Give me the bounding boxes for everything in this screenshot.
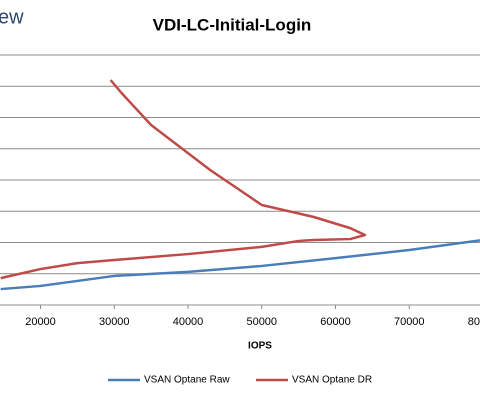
series-line (0, 239, 480, 291)
x-tick-label: 70000 (394, 316, 425, 328)
x-tick-label: 30000 (99, 316, 130, 328)
legend-label: VSAN Optane DR (292, 375, 372, 386)
series-line (0, 79, 367, 280)
x-tick-label: 40000 (173, 316, 204, 328)
x-tick-label: 50000 (246, 316, 277, 328)
x-tick-label: 80000 (468, 316, 480, 328)
x-tick-label: 60000 (320, 316, 351, 328)
chart-title: VDI-LC-Initial-Login (153, 15, 312, 34)
legend-label: VSAN Optane Raw (144, 375, 230, 386)
logo-text: ew (0, 6, 24, 28)
x-axis-label: IOPS (248, 341, 272, 352)
x-tick-label: 20000 (25, 316, 56, 328)
